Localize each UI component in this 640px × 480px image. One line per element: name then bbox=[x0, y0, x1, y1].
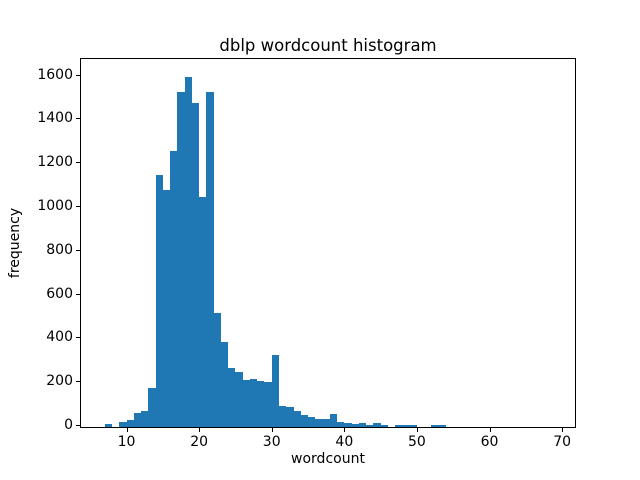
histogram-bar bbox=[286, 407, 294, 427]
histogram-bar bbox=[162, 190, 171, 427]
histogram-bar bbox=[119, 421, 127, 427]
histogram-bar bbox=[155, 175, 163, 427]
y-axis-label: frequency bbox=[7, 207, 23, 279]
y-axis-tick bbox=[76, 118, 80, 120]
x-tick-label: 70 bbox=[553, 434, 572, 450]
histogram-bar bbox=[235, 372, 243, 427]
histogram-bar bbox=[322, 419, 330, 427]
histogram-bar bbox=[293, 410, 301, 427]
histogram-bar bbox=[329, 413, 338, 427]
histogram-bar bbox=[249, 378, 258, 427]
chart-title: dblp wordcount histogram bbox=[219, 36, 437, 55]
histogram-bar bbox=[177, 91, 185, 427]
histogram-bar bbox=[184, 76, 192, 427]
histogram-bar bbox=[191, 102, 200, 427]
y-tick-label: 1000 bbox=[37, 197, 73, 214]
y-axis-tick bbox=[76, 162, 80, 164]
histogram-bar bbox=[438, 425, 446, 427]
y-tick-label: 800 bbox=[46, 241, 73, 258]
histogram-bar bbox=[358, 422, 367, 427]
histogram-bar bbox=[344, 422, 352, 427]
histogram-bar bbox=[351, 423, 359, 427]
y-axis-tick bbox=[76, 74, 80, 76]
x-axis-tick bbox=[416, 428, 418, 432]
histogram-bar bbox=[264, 382, 272, 427]
x-axis-tick bbox=[271, 428, 273, 432]
histogram-bar bbox=[213, 313, 221, 427]
histogram-bar bbox=[402, 425, 410, 427]
histogram-bar bbox=[308, 417, 316, 427]
histogram-bar bbox=[141, 410, 149, 427]
y-axis-tick bbox=[76, 381, 80, 383]
y-axis-tick bbox=[76, 249, 80, 251]
x-tick-label: 10 bbox=[117, 434, 136, 450]
y-tick-label: 1200 bbox=[37, 154, 73, 171]
histogram-bar bbox=[380, 425, 388, 427]
histogram-bar bbox=[104, 423, 112, 427]
histogram-bar bbox=[170, 151, 178, 427]
histogram-bar bbox=[373, 422, 381, 427]
histogram-bar bbox=[199, 197, 207, 427]
histogram-bar bbox=[366, 424, 374, 427]
histogram-bar bbox=[228, 367, 236, 427]
histogram-bar bbox=[395, 425, 403, 427]
x-tick-label: 30 bbox=[262, 434, 281, 450]
plot-area bbox=[80, 58, 576, 428]
histogram-bar bbox=[126, 420, 134, 427]
y-tick-label: 600 bbox=[46, 285, 73, 302]
histogram-bar bbox=[220, 341, 229, 427]
x-tick-label: 50 bbox=[408, 434, 426, 450]
x-axis-label: wordcount bbox=[291, 451, 365, 467]
x-axis-tick bbox=[489, 428, 491, 432]
y-tick-label: 1600 bbox=[37, 66, 73, 83]
histogram-bar bbox=[257, 381, 265, 427]
x-axis-tick bbox=[199, 428, 201, 432]
histogram-bar bbox=[148, 387, 156, 427]
y-axis-tick bbox=[76, 205, 80, 207]
x-tick-label: 20 bbox=[190, 434, 209, 450]
histogram-bar bbox=[271, 354, 279, 427]
y-axis-tick bbox=[76, 425, 80, 426]
y-tick-label: 400 bbox=[46, 329, 73, 346]
y-tick-label: 1400 bbox=[37, 110, 73, 127]
histogram-bar bbox=[431, 425, 439, 427]
histogram-bar bbox=[206, 91, 214, 427]
histogram-bar bbox=[242, 379, 250, 427]
histogram-bar bbox=[409, 425, 417, 427]
histogram-bars-layer bbox=[81, 59, 575, 427]
x-axis-tick bbox=[126, 428, 128, 432]
y-axis-tick bbox=[76, 337, 80, 339]
histogram-bar bbox=[337, 421, 345, 427]
histogram-bar bbox=[133, 412, 142, 427]
x-tick-label: 60 bbox=[480, 434, 499, 450]
x-tick-label: 40 bbox=[335, 434, 354, 450]
histogram-bar bbox=[278, 406, 287, 427]
histogram-bar bbox=[315, 419, 323, 427]
x-axis-tick bbox=[562, 428, 564, 432]
histogram-bar bbox=[300, 414, 309, 427]
y-tick-label: 0 bbox=[64, 417, 73, 433]
y-tick-label: 200 bbox=[46, 373, 73, 390]
y-axis-tick bbox=[76, 293, 80, 295]
x-axis-tick bbox=[344, 428, 346, 432]
